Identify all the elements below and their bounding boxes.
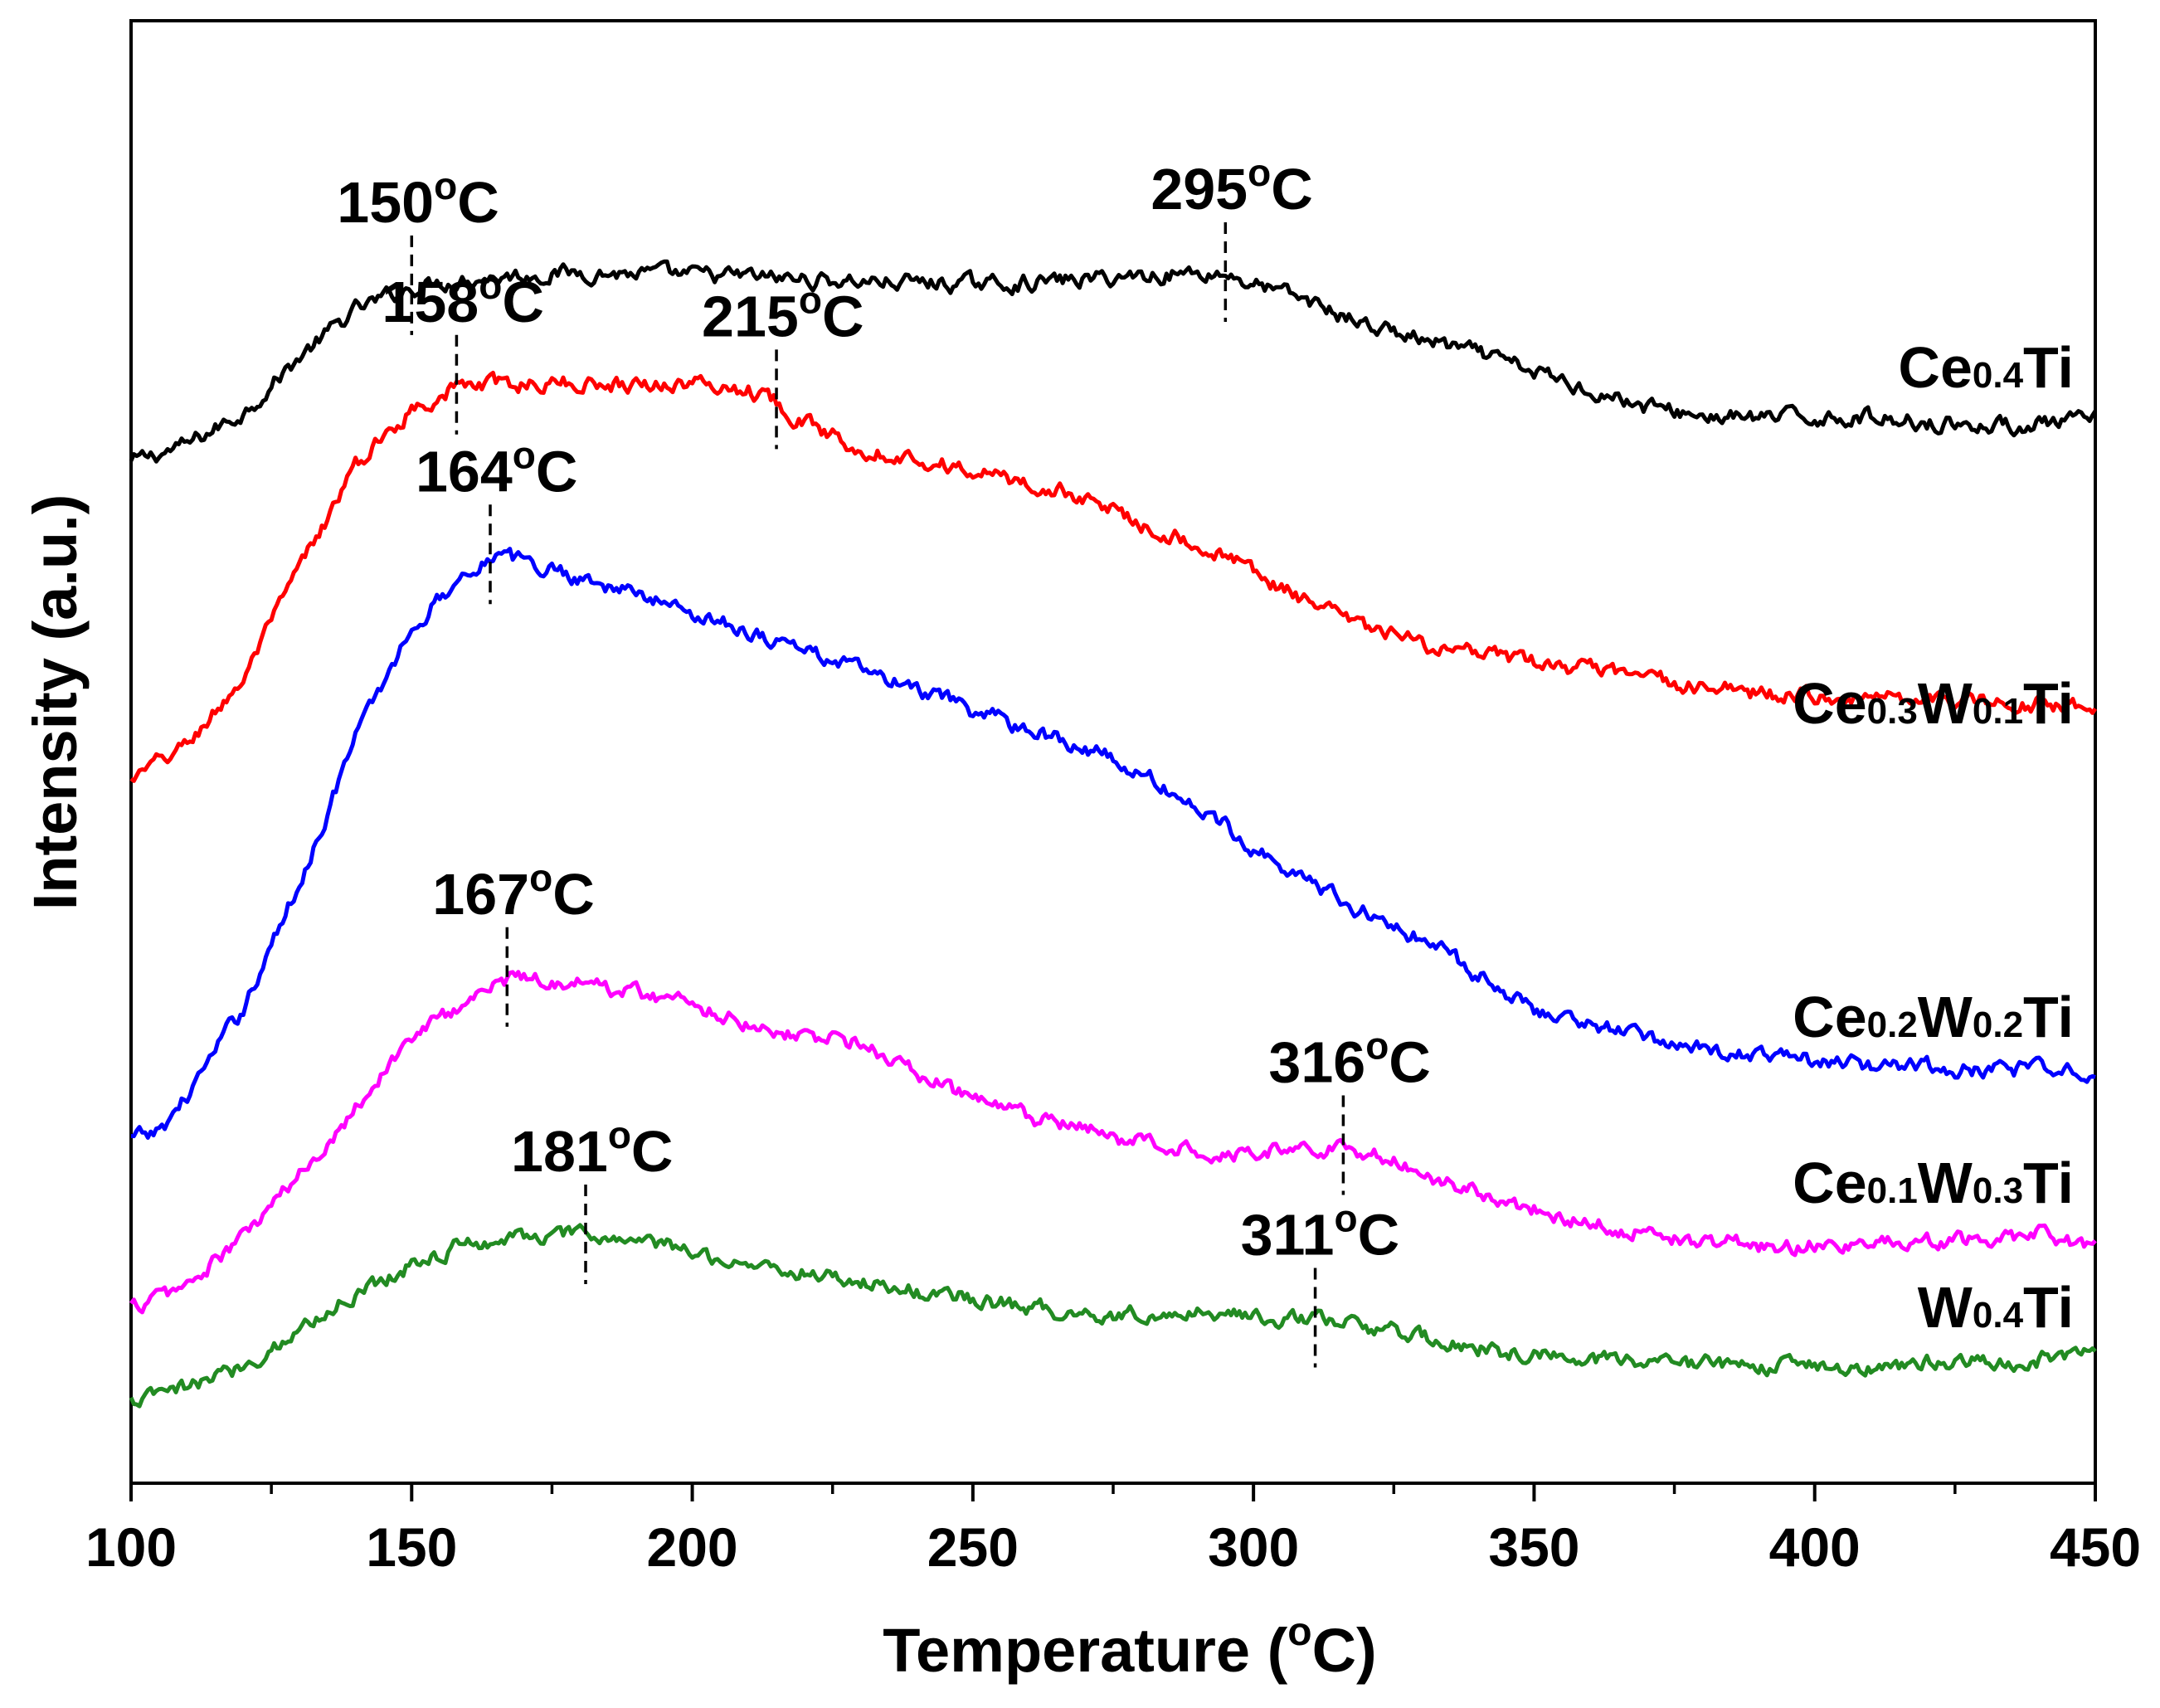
y-axis-title: Intensity (a.u.)	[21, 494, 90, 911]
series-layer	[129, 259, 2098, 1409]
series-label-W0.4Ti: W0.4Ti	[1918, 1275, 2074, 1340]
x-tick-label: 200	[647, 1516, 738, 1578]
peak-marker-label: 316oC	[1268, 1024, 1430, 1095]
series-line-Ce0.3W0.1Ti	[129, 370, 2098, 783]
x-tick-label: 400	[1769, 1516, 1861, 1578]
peak-marker-label: 215oC	[702, 278, 864, 348]
x-axis-title: Temperature (oC)	[883, 1610, 1376, 1685]
series-line-Ce0.1W0.3Ti	[129, 970, 2097, 1315]
series-line-Ce0.4Ti	[129, 259, 2098, 464]
peak-marker-label: 181oC	[511, 1113, 673, 1184]
series-line-W0.4Ti	[129, 1223, 2097, 1409]
series-label-layer: Ce0.4Ti Ce0.3W0.1Ti Ce0.2W0.2Ti Ce0.1W0.3Ti…	[1793, 335, 2074, 1340]
peak-marker-label: 295oC	[1151, 151, 1312, 221]
peak-marker-label: 150oC	[337, 164, 499, 235]
x-tick-label: 350	[1488, 1516, 1579, 1578]
peak-marker-layer: 150oC 295oC 158oC 215oC 164oC 167oC 316oC 181oC…	[337, 151, 1431, 1368]
peak-marker-label: 158oC	[382, 264, 543, 334]
series-line-Ce0.2W0.2Ti	[130, 547, 2096, 1140]
series-label-Ce0.2W0.2Ti: Ce0.2W0.2Ti	[1793, 985, 2074, 1049]
peak-marker-label: 167oC	[432, 856, 594, 927]
series-label-Ce0.3W0.1Ti: Ce0.3W0.1Ti	[1793, 671, 2074, 736]
peak-marker-label: 311oC	[1241, 1197, 1400, 1268]
series-label-Ce0.4Ti: Ce0.4Ti	[1898, 335, 2074, 400]
axis-layer: 100 150 200 250 300 350 400 450 Temperature (oC)…	[21, 494, 2141, 1685]
x-tick-label: 450	[2050, 1516, 2141, 1578]
x-tick-label: 300	[1208, 1516, 1299, 1578]
x-tick-label: 250	[927, 1516, 1019, 1578]
x-tick-label: 100	[85, 1516, 177, 1578]
x-tick-label: 150	[366, 1516, 457, 1578]
series-label-Ce0.1W0.3Ti: Ce0.1W0.3Ti	[1793, 1151, 2074, 1215]
peak-marker-label: 164oC	[416, 433, 577, 504]
